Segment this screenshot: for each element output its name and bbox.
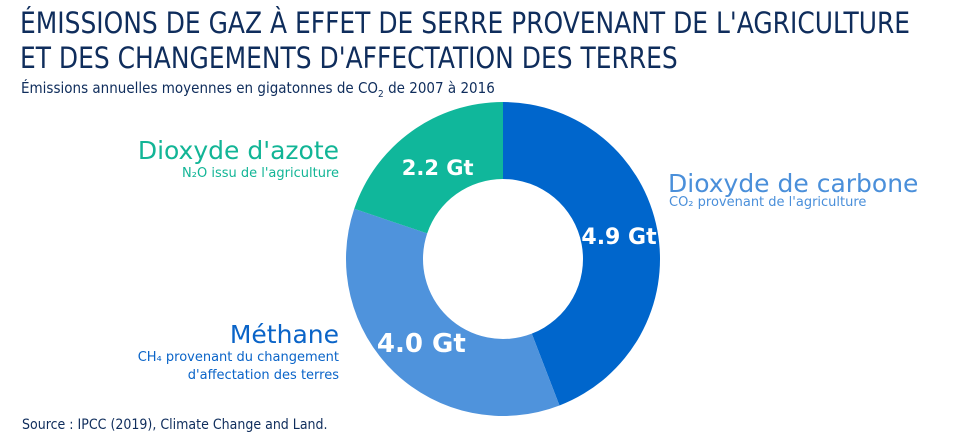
donut-slice-0: [503, 102, 660, 406]
legend-methane-detail-2: d'affectation des terres: [187, 368, 339, 383]
subtitle-subscript: 2: [378, 89, 384, 100]
legend-methane-name: Méthane: [229, 320, 339, 349]
source-note: Source : IPCC (2019), Climate Change and…: [22, 417, 328, 433]
legend-methane-detail-1: CH₄ provenant du changement: [137, 350, 339, 365]
donut-value-label-1: 4.0 Gt: [377, 329, 466, 359]
title-line-2: ET DES CHANGEMENTS D'AFFECTATION DES TER…: [20, 41, 678, 75]
title-line-1: ÉMISSIONS DE GAZ À EFFET DE SERRE PROVEN…: [20, 6, 911, 40]
subtitle: Émissions annuelles moyennes en gigatonn…: [21, 79, 495, 100]
legend-n2o-name: Dioxyde d'azote: [137, 136, 339, 165]
legend-n2o-detail: N₂O issu de l'agriculture: [182, 166, 339, 181]
donut-slice-1: [345, 208, 560, 417]
legend-co2-name: Dioxyde de carbone: [668, 169, 919, 198]
donut-slice-2: [354, 102, 503, 234]
legend-co2-detail: CO₂ provenant de l'agriculture: [669, 195, 867, 210]
subtitle-text-end: de 2007 à 2016: [383, 79, 495, 97]
donut-value-label-0: 4.9 Gt: [581, 225, 657, 250]
donut-value-label-2: 2.2 Gt: [402, 156, 474, 180]
subtitle-text: Émissions annuelles moyennes en gigatonn…: [21, 79, 379, 97]
